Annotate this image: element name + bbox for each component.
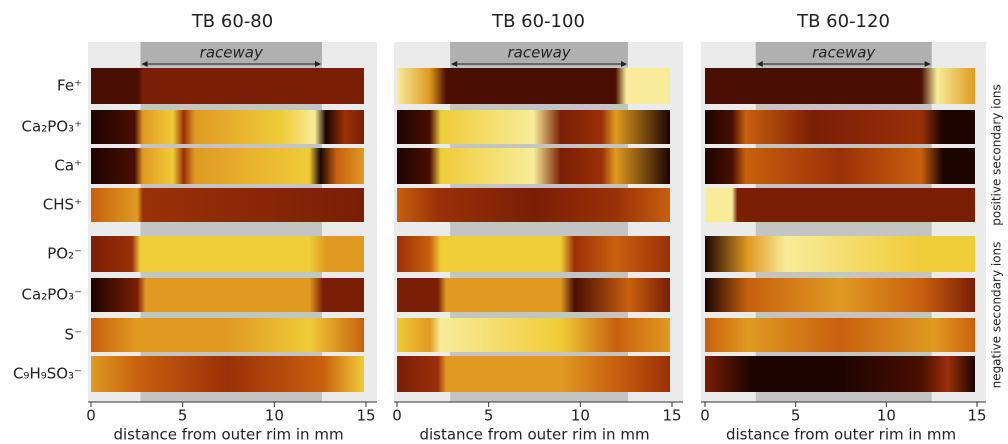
row-label: Ca⁺ bbox=[54, 157, 82, 175]
x-tick-label: 10 bbox=[265, 407, 284, 425]
image-strip bbox=[705, 278, 975, 312]
x-tick-label: 15 bbox=[662, 407, 681, 425]
group-label: positive secondary ions bbox=[990, 84, 1004, 225]
panel-title: TB 60-100 bbox=[491, 11, 585, 32]
region-header bbox=[450, 42, 628, 66]
image-strip bbox=[91, 68, 364, 104]
image-strip bbox=[91, 356, 364, 392]
image-strip bbox=[91, 148, 364, 184]
image-strip bbox=[397, 110, 670, 144]
row-label: PO₂⁻ bbox=[47, 245, 82, 263]
row-label: Ca₂PO₃⁻ bbox=[22, 286, 82, 304]
region-label: raceway bbox=[812, 44, 876, 62]
region-label: raceway bbox=[200, 44, 264, 62]
x-tick-label: 15 bbox=[356, 407, 375, 425]
image-strip bbox=[705, 356, 975, 392]
x-tick-label: 5 bbox=[484, 407, 494, 425]
image-strip bbox=[705, 148, 975, 184]
row-label: Ca₂PO₃⁺ bbox=[22, 118, 82, 136]
x-tick-label: 5 bbox=[178, 407, 188, 425]
x-tick-label: 15 bbox=[967, 407, 986, 425]
group-label: negative secondary ions bbox=[990, 242, 1004, 389]
row-label: S⁻ bbox=[65, 326, 82, 344]
image-strip bbox=[91, 318, 364, 352]
row-label: C₉H₉SO₃⁻ bbox=[13, 365, 82, 383]
image-strip bbox=[397, 188, 670, 222]
x-tick-label: 10 bbox=[571, 407, 590, 425]
region-header bbox=[140, 42, 322, 66]
region-header bbox=[755, 42, 932, 66]
image-strip bbox=[91, 236, 364, 272]
image-strip bbox=[397, 236, 670, 272]
image-strip bbox=[91, 110, 364, 144]
panel-title: TB 60-120 bbox=[796, 11, 890, 32]
image-strip bbox=[397, 356, 670, 392]
x-tick-label: 0 bbox=[700, 407, 710, 425]
x-tick-label: 0 bbox=[86, 407, 96, 425]
image-strip bbox=[397, 318, 670, 352]
image-strip bbox=[705, 68, 975, 104]
x-tick-label: 10 bbox=[877, 407, 896, 425]
x-axis-label: distance from outer rim in mm bbox=[113, 426, 343, 444]
x-tick-label: 5 bbox=[791, 407, 801, 425]
image-strip bbox=[705, 318, 975, 352]
image-strip bbox=[397, 278, 670, 312]
image-strip bbox=[705, 188, 975, 222]
x-axis-label: distance from outer rim in mm bbox=[419, 426, 649, 444]
image-strip bbox=[91, 278, 364, 312]
region-label: raceway bbox=[507, 44, 571, 62]
image-strip bbox=[397, 148, 670, 184]
image-strip bbox=[91, 188, 364, 222]
panel-title: TB 60-80 bbox=[191, 11, 273, 32]
row-label: Fe⁺ bbox=[57, 77, 82, 95]
image-strip bbox=[705, 236, 975, 272]
row-label: CHS⁺ bbox=[43, 196, 82, 214]
x-tick-label: 0 bbox=[392, 407, 402, 425]
x-axis-label: distance from outer rim in mm bbox=[726, 426, 956, 444]
image-strip bbox=[705, 110, 975, 144]
image-strip bbox=[397, 68, 670, 104]
